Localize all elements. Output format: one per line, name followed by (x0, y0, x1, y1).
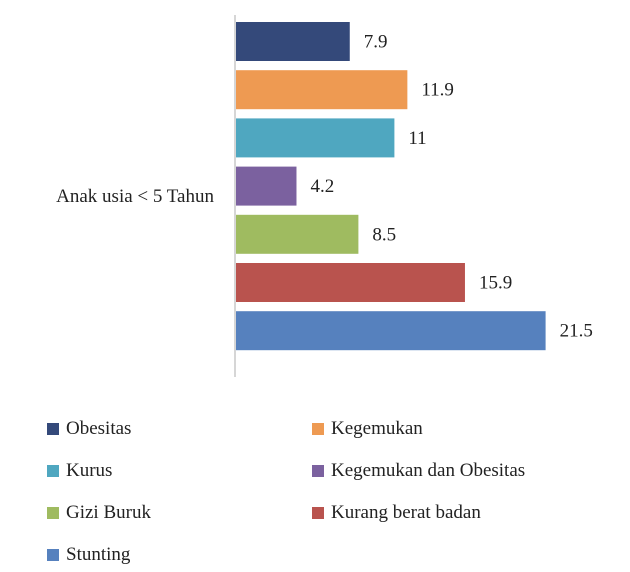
bar-kurus (236, 118, 395, 158)
bar-kegemukan (236, 70, 408, 110)
bar-gizi-buruk (236, 214, 359, 254)
category-label: Anak usia < 5 Tahun (56, 186, 214, 207)
bar-kurang-berat-badan (236, 263, 465, 302)
plot-area: 7.9 11.9 11 4.2 8.5 15.9 21.5 (236, 22, 593, 351)
data-label-kurang-berat-badan: 15.9 (479, 273, 512, 294)
data-label-kegemukan: 11.9 (421, 80, 454, 101)
data-label-obesitas: 7.9 (364, 32, 388, 53)
bar-obesitas (236, 22, 350, 61)
data-label-kurus: 11 (408, 128, 426, 149)
data-label-kegemukan-dan-obesitas: 4.2 (310, 176, 334, 197)
data-label-gizi-buruk: 8.5 (372, 224, 396, 245)
bar-stunting (236, 311, 546, 351)
data-label-stunting: 21.5 (560, 321, 593, 342)
bar-kegemukan-dan-obesitas (236, 166, 297, 206)
